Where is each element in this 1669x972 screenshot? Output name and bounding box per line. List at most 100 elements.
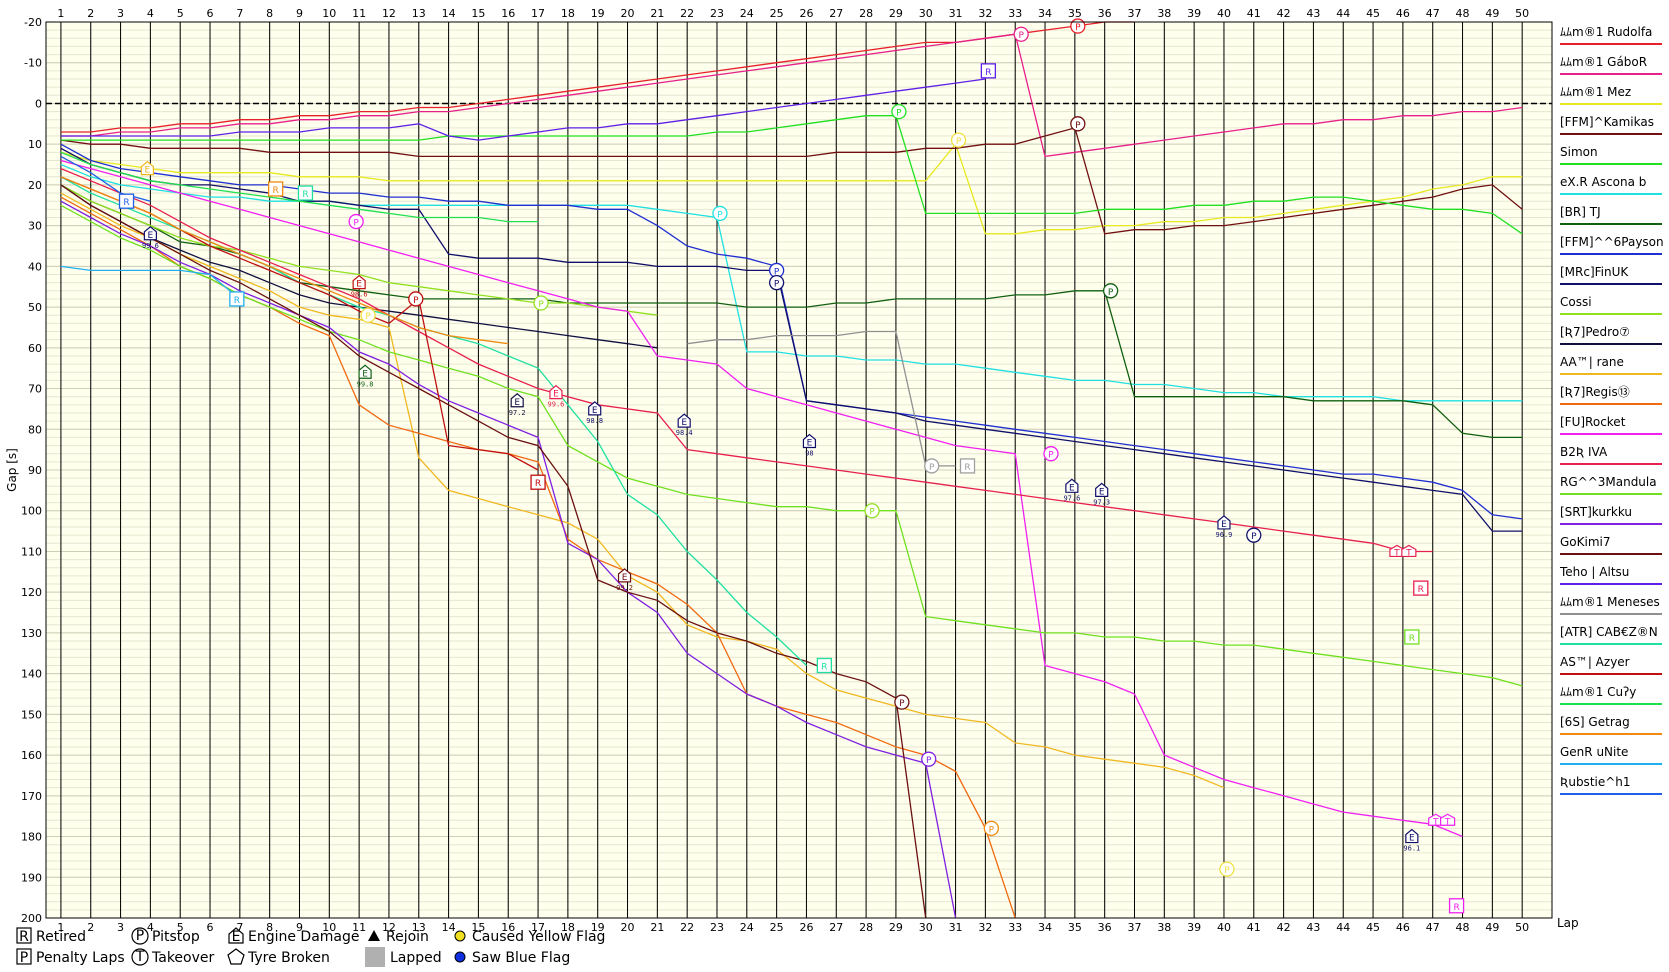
event-value-label: 99.6 (548, 401, 565, 409)
x-tick-label: 47 (1426, 7, 1440, 20)
x-tick-label: 1 (57, 7, 64, 20)
pitstop-icon (921, 751, 937, 767)
engine-damage-icon (1217, 515, 1231, 530)
series-line (60, 159, 1463, 838)
y-tick-label: 120 (21, 586, 42, 599)
x-tick-label: 6 (207, 7, 214, 20)
pitstop-icon (1070, 18, 1086, 34)
event-letter: P (1075, 121, 1081, 131)
event-marker-E: E98.6 (351, 274, 368, 299)
legend-label: GenR uNite (1560, 745, 1628, 759)
engine-damage-icon (677, 413, 691, 428)
key-label: Rejoin (386, 929, 429, 945)
event-letter: R (123, 198, 129, 208)
engine-damage-icon (549, 384, 563, 400)
event-letter: P (1108, 288, 1114, 298)
event-letter: P (956, 137, 962, 147)
x-tick-label: 37 (1127, 7, 1141, 20)
y-tick-label: 0 (35, 97, 42, 110)
symbol-key: R Retired P Pitstop E Engine Damage Rejoin Caus… (16, 927, 605, 967)
x-tick-label: 50 (1515, 921, 1529, 934)
legend-label: [FFM]^^6Payson (1560, 235, 1664, 249)
x-tick-label: 45 (1366, 7, 1380, 20)
x-tick-label: 39 (1187, 921, 1201, 934)
event-marker-R: R (959, 458, 976, 474)
event-letter: E (1221, 520, 1227, 530)
engine-damage-icon (1095, 482, 1109, 497)
event-letter: P (1018, 31, 1024, 41)
key-item: Saw Blue Flag (454, 950, 570, 966)
legend: ﾑﾑm®1 Rudolfa ﾑﾑm®1 GáboR ﾑﾑm®1 Mez [FFM]^K… (1559, 25, 1664, 795)
x-tick-label: 9 (296, 7, 303, 20)
legend-label: RG^^3Mandula (1560, 475, 1657, 489)
x-tick-label: 15 (471, 7, 485, 20)
pitstop-icon (983, 820, 1000, 837)
x-tick-label: 47 (1426, 921, 1440, 934)
event-letter: R (821, 662, 827, 672)
event-value-label: 99.8 (357, 380, 374, 388)
x-tick-label: 33 (1008, 7, 1022, 20)
x-tick-label: 23 (710, 921, 724, 934)
x-tick-label: 3 (117, 7, 124, 20)
event-letter: P (538, 300, 544, 310)
key-circle-icon (131, 927, 149, 945)
series-line (60, 184, 927, 919)
key-lapped-icon (365, 947, 385, 967)
pitstop-icon (1102, 283, 1119, 299)
x-tick-label: 28 (859, 7, 873, 20)
x-tick-label: 34 (1038, 921, 1052, 934)
event-marker-R: R (267, 181, 284, 197)
x-tick-label: 25 (770, 921, 784, 934)
key-item: Rejoin (368, 929, 429, 945)
event-marker-R: R (1404, 629, 1420, 645)
x-tick-label: 16 (501, 921, 515, 934)
event-marker-E: E97.2 (509, 392, 526, 417)
retired-icon (229, 291, 245, 307)
x-tick-label: 11 (352, 921, 366, 934)
event-value-label: 97.6 (1063, 494, 1080, 502)
event-marker-P: P (891, 103, 907, 120)
x-tick-label: 5 (177, 921, 184, 934)
x-tick-label: 17 (531, 921, 545, 934)
event-marker-R: R (816, 657, 832, 674)
event-value-label: 96.9 (1216, 531, 1233, 539)
pitstop-icon (894, 694, 910, 710)
event-letter: E (1099, 487, 1105, 497)
x-tick-label: 44 (1336, 7, 1350, 20)
key-letter: P (20, 950, 28, 966)
x-tick-label: 12 (382, 921, 396, 934)
x-tick-label: 40 (1217, 921, 1231, 934)
pitstop-icon (1219, 861, 1235, 877)
event-marker-P: P (1043, 446, 1059, 462)
y-tick-label: 170 (21, 790, 42, 803)
event-marker-R: R (980, 63, 997, 79)
y-tick-label: 50 (28, 301, 42, 314)
x-tick-label: 1 (57, 921, 64, 934)
pitstop-icon (950, 132, 967, 148)
x-tick-label: 37 (1127, 921, 1141, 934)
key-label: Pitstop (152, 929, 200, 945)
pitstop-icon (1013, 26, 1029, 42)
event-letter: P (1048, 451, 1054, 461)
event-marker-R: R (297, 185, 314, 201)
axes: -20-100102030405060708090100110120130140… (21, 7, 1553, 934)
pitstop-icon (533, 295, 549, 311)
x-tick-label: 34 (1038, 7, 1052, 20)
x-tick-label: 14 (442, 921, 456, 934)
x-tick-label: 22 (680, 921, 694, 934)
y-tick-label: 100 (21, 505, 42, 518)
retired-icon (267, 181, 284, 197)
legend-label: eX.R Ascona b (1560, 175, 1646, 189)
x-tick-label: 32 (978, 7, 992, 20)
event-letter: P (896, 109, 902, 119)
x-tick-label: 31 (949, 921, 963, 934)
event-marker-P: P (950, 132, 967, 148)
x-tick-label: 45 (1366, 921, 1380, 934)
engine-damage-icon (1405, 828, 1419, 844)
legend-label: AS™| Azyer (1560, 655, 1630, 669)
pitstop-icon (360, 307, 376, 323)
event-marker-P: P (1070, 18, 1086, 34)
event-letter: E (148, 231, 154, 241)
pitstop-icon (712, 205, 728, 222)
event-letter: E (145, 166, 151, 176)
